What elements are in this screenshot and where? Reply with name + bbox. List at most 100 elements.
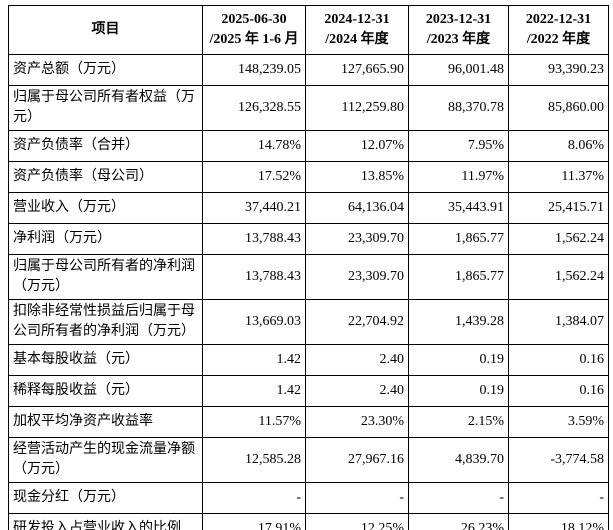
table-header-row: 项目 2025-06-30 /2025 年 1-6 月 2024-12-31 /… bbox=[8, 5, 609, 55]
row-value: 88,370.78 bbox=[408, 85, 509, 131]
row-value: 85,860.00 bbox=[508, 85, 609, 131]
financial-indicators-table: 项目 2025-06-30 /2025 年 1-6 月 2024-12-31 /… bbox=[8, 5, 609, 530]
row-label: 净利润（万元） bbox=[8, 223, 203, 255]
row-label: 营业收入（万元） bbox=[8, 192, 203, 224]
row-value: 148,239.05 bbox=[202, 54, 306, 86]
table-row: 资产负债率（合并） 14.78% 12.07% 7.95% 8.06% bbox=[8, 130, 609, 162]
row-value: 0.19 bbox=[408, 344, 509, 376]
row-value: 1,865.77 bbox=[408, 254, 509, 300]
table-row: 现金分红（万元） - - - - bbox=[8, 482, 609, 514]
header-period-date: 2023-12-31 bbox=[425, 12, 492, 27]
row-value: 1,865.77 bbox=[408, 223, 509, 255]
row-value: 2.40 bbox=[305, 375, 409, 407]
row-label: 研发投入占营业收入的比例 bbox=[8, 513, 203, 530]
table-row: 净利润（万元） 13,788.43 23,309.70 1,865.77 1,562.2… bbox=[8, 223, 609, 255]
row-value: 1,384.07 bbox=[508, 299, 609, 345]
row-value: 93,390.23 bbox=[508, 54, 609, 86]
row-value: 18.12% bbox=[508, 513, 609, 530]
table-row: 扣除非经常性损益后归属于母公司所有者的净利润（万元） 13,669.03 22,70… bbox=[8, 299, 609, 345]
row-label: 基本每股收益（元） bbox=[8, 344, 203, 376]
header-period-2023: 2023-12-31 /2023 年度 bbox=[408, 5, 509, 55]
row-value: 37,440.21 bbox=[202, 192, 306, 224]
row-value: 13.85% bbox=[305, 161, 409, 193]
row-label: 扣除非经常性损益后归属于母公司所有者的净利润（万元） bbox=[8, 299, 203, 345]
table-row: 研发投入占营业收入的比例 17.91% 12.25% 26.23% 18.12% bbox=[8, 513, 609, 530]
row-value: 0.19 bbox=[408, 375, 509, 407]
row-value: - bbox=[202, 482, 306, 514]
header-period-date: 2022-12-31 bbox=[525, 12, 592, 27]
row-value: 1,439.28 bbox=[408, 299, 509, 345]
row-value: 35,443.91 bbox=[408, 192, 509, 224]
row-value: 1,562.24 bbox=[508, 254, 609, 300]
row-value: 1.42 bbox=[202, 344, 306, 376]
row-value: 23,309.70 bbox=[305, 254, 409, 300]
table-row: 基本每股收益（元） 1.42 2.40 0.19 0.16 bbox=[8, 344, 609, 376]
header-period-range: /2023 年度 bbox=[426, 32, 491, 47]
row-value: 127,665.90 bbox=[305, 54, 409, 86]
header-period-2025: 2025-06-30 /2025 年 1-6 月 bbox=[202, 5, 306, 55]
row-value: 12.25% bbox=[305, 513, 409, 530]
row-value: 23,309.70 bbox=[305, 223, 409, 255]
row-value: 11.37% bbox=[508, 161, 609, 193]
row-value: 17.52% bbox=[202, 161, 306, 193]
row-label: 资产负债率（母公司） bbox=[8, 161, 203, 193]
row-value: 1,562.24 bbox=[508, 223, 609, 255]
header-period-range: /2022 年度 bbox=[526, 32, 591, 47]
row-value: 13,788.43 bbox=[202, 223, 306, 255]
row-value: -3,774.58 bbox=[508, 437, 609, 483]
row-value: - bbox=[305, 482, 409, 514]
header-period-date: 2025-06-30 bbox=[221, 12, 287, 27]
row-value: 3.59% bbox=[508, 406, 609, 438]
row-value: 4,839.70 bbox=[408, 437, 509, 483]
row-value: 13,788.43 bbox=[202, 254, 306, 300]
header-period-range: /2025 年 1-6 月 bbox=[209, 32, 299, 47]
table-body: 资产总额（万元） 148,239.05 127,665.90 96,001.48 93,… bbox=[8, 54, 609, 530]
row-value: 23.30% bbox=[305, 406, 409, 438]
row-value: 2.40 bbox=[305, 344, 409, 376]
row-value: 2.15% bbox=[408, 406, 509, 438]
table-row: 资产负债率（母公司） 17.52% 13.85% 11.97% 11.37% bbox=[8, 161, 609, 193]
row-value: 96,001.48 bbox=[408, 54, 509, 86]
row-label: 加权平均净资产收益率 bbox=[8, 406, 203, 438]
row-value: 112,259.80 bbox=[305, 85, 409, 131]
row-label: 资产总额（万元） bbox=[8, 54, 203, 86]
row-value: 11.97% bbox=[408, 161, 509, 193]
table-row: 归属于母公司所有者权益（万元） 126,328.55 112,259.80 88,37… bbox=[8, 85, 609, 131]
table-row: 经营活动产生的现金流量净额（万元） 12,585.28 27,967.16 4,839… bbox=[8, 437, 609, 483]
header-period-2022: 2022-12-31 /2022 年度 bbox=[508, 5, 609, 55]
row-value: 64,136.04 bbox=[305, 192, 409, 224]
row-value: 12,585.28 bbox=[202, 437, 306, 483]
row-label: 现金分红（万元） bbox=[8, 482, 203, 514]
row-label: 经营活动产生的现金流量净额（万元） bbox=[8, 437, 203, 483]
table-row: 加权平均净资产收益率 11.57% 23.30% 2.15% 3.59% bbox=[8, 406, 609, 438]
row-value: 126,328.55 bbox=[202, 85, 306, 131]
table-row: 营业收入（万元） 37,440.21 64,136.04 35,443.91 25,41… bbox=[8, 192, 609, 224]
row-value: 12.07% bbox=[305, 130, 409, 162]
row-value: 0.16 bbox=[508, 375, 609, 407]
row-value: 13,669.03 bbox=[202, 299, 306, 345]
row-value: 7.95% bbox=[408, 130, 509, 162]
table-row: 归属于母公司所有者的净利润（万元） 13,788.43 23,309.70 1,865… bbox=[8, 254, 609, 300]
row-value: 14.78% bbox=[202, 130, 306, 162]
row-label: 归属于母公司所有者的净利润（万元） bbox=[8, 254, 203, 300]
row-value: 8.06% bbox=[508, 130, 609, 162]
table-row: 资产总额（万元） 148,239.05 127,665.90 96,001.48 93,… bbox=[8, 54, 609, 86]
row-label: 归属于母公司所有者权益（万元） bbox=[8, 85, 203, 131]
row-value: 1.42 bbox=[202, 375, 306, 407]
row-value: 11.57% bbox=[202, 406, 306, 438]
row-value: 22,704.92 bbox=[305, 299, 409, 345]
row-value: - bbox=[508, 482, 609, 514]
row-label: 稀释每股收益（元） bbox=[8, 375, 203, 407]
table-row: 稀释每股收益（元） 1.42 2.40 0.19 0.16 bbox=[8, 375, 609, 407]
row-value: 26.23% bbox=[408, 513, 509, 530]
row-value: 17.91% bbox=[202, 513, 306, 530]
header-item-column: 项目 bbox=[8, 5, 203, 55]
header-period-2024: 2024-12-31 /2024 年度 bbox=[305, 5, 409, 55]
row-label: 资产负债率（合并） bbox=[8, 130, 203, 162]
row-value: 27,967.16 bbox=[305, 437, 409, 483]
row-value: 25,415.71 bbox=[508, 192, 609, 224]
header-period-range: /2024 年度 bbox=[325, 32, 389, 47]
row-value: - bbox=[408, 482, 509, 514]
header-period-date: 2024-12-31 bbox=[324, 12, 390, 27]
